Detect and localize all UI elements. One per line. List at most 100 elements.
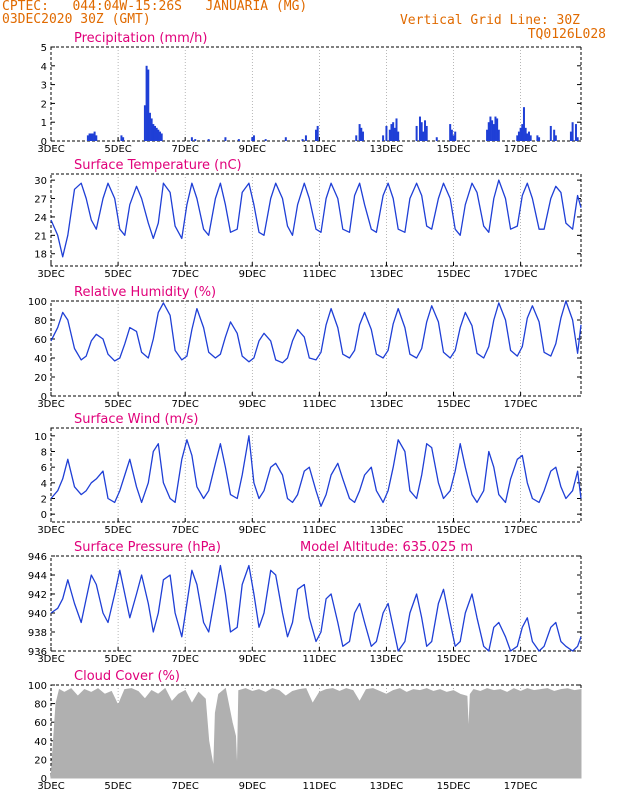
precip-bar bbox=[424, 120, 427, 141]
y-tick-label: 0 bbox=[41, 137, 47, 148]
x-tick-label: 3DEC bbox=[37, 781, 64, 792]
header-station: CPTEC: 044:04W-15:26S JANUARIA (MG) bbox=[2, 0, 308, 14]
series-line bbox=[50, 564, 582, 652]
precip-bar bbox=[315, 129, 317, 141]
precip-bar bbox=[420, 122, 423, 141]
precip-bar bbox=[435, 137, 438, 141]
y-tick-label: 940 bbox=[28, 609, 47, 620]
y-tick-label: 946 bbox=[28, 552, 47, 563]
precip-bar bbox=[491, 120, 494, 141]
y-tick-label: 60 bbox=[34, 718, 47, 729]
precip-bar bbox=[528, 131, 531, 141]
x-tick-label: 3DEC bbox=[37, 399, 64, 410]
y-tick-label: 8 bbox=[41, 448, 47, 459]
panel-4: 936 938 940 942 944 946 3DEC 5DEC 7DEC 9DEC 11DEC 1… bbox=[28, 540, 582, 665]
header-grid-note: Vertical Grid Line: 30Z bbox=[399, 13, 580, 28]
precip-bar bbox=[529, 135, 532, 141]
precip-bar bbox=[159, 131, 162, 141]
x-tick-label: 13DEC bbox=[370, 399, 404, 410]
y-tick-label: 1 bbox=[41, 118, 47, 129]
precip-bar bbox=[522, 107, 525, 141]
precip-bar bbox=[521, 124, 524, 141]
y-tick-label: 4 bbox=[41, 479, 47, 490]
x-tick-label: 9DEC bbox=[239, 399, 266, 410]
y-tick-label: 10 bbox=[34, 432, 47, 443]
panel-3: 0 2 4 6 8 10 3DEC 5DEC 7DEC 9DEC 11DEC 13DEC 15DEC 17… bbox=[34, 412, 582, 536]
x-tick-label: 15DEC bbox=[437, 525, 471, 536]
x-tick-label: 3DEC bbox=[37, 269, 64, 280]
x-tick-label: 17DEC bbox=[504, 269, 538, 280]
precip-bar bbox=[553, 129, 556, 141]
precip-bar bbox=[152, 124, 155, 141]
x-tick-label: 13DEC bbox=[370, 144, 404, 155]
precip-bar bbox=[155, 127, 158, 141]
y-tick-label: 6 bbox=[41, 463, 47, 474]
precip-bar bbox=[486, 129, 489, 141]
precip-bar bbox=[549, 125, 552, 141]
panel-title: Precipitation (mm/h) bbox=[74, 31, 207, 46]
precip-bar bbox=[526, 133, 529, 141]
panel-frame bbox=[50, 46, 582, 142]
x-tick-label: 7DEC bbox=[171, 269, 198, 280]
panel-0: 0 1 2 3 4 5 3DEC 5DEC 7DEC 9DEC 11DEC 13DEC 15DEC 17D… bbox=[37, 31, 582, 155]
x-tick-label: 11DEC bbox=[302, 399, 336, 410]
precip-bar bbox=[397, 131, 400, 141]
panel-title: Surface Pressure (hPa) bbox=[74, 540, 221, 555]
y-tick-label: 0 bbox=[41, 510, 47, 521]
precip-bar bbox=[316, 125, 319, 141]
precip-bar bbox=[418, 116, 421, 141]
panel-title: Relative Humidity (%) bbox=[74, 285, 216, 300]
precip-bar bbox=[304, 135, 307, 141]
x-tick-label: 13DEC bbox=[370, 781, 404, 792]
precip-bar bbox=[207, 139, 210, 141]
y-tick-label: 944 bbox=[28, 571, 47, 582]
panel-title: Cloud Cover (%) bbox=[74, 669, 180, 684]
header-date: 03DEC2020 30Z (GMT) bbox=[2, 12, 151, 27]
x-tick-label: 5DEC bbox=[104, 525, 131, 536]
precip-bar bbox=[392, 122, 395, 141]
precip-bar bbox=[487, 122, 490, 141]
precip-bar bbox=[360, 127, 363, 141]
x-tick-label: 5DEC bbox=[104, 269, 131, 280]
precip-bar bbox=[393, 127, 396, 141]
x-tick-label: 15DEC bbox=[437, 399, 471, 410]
precip-bar bbox=[425, 125, 428, 141]
x-tick-label: 9DEC bbox=[239, 525, 266, 536]
y-tick-label: 80 bbox=[34, 316, 47, 327]
x-tick-label: 9DEC bbox=[239, 781, 266, 792]
precip-bar bbox=[120, 135, 123, 141]
x-tick-label: 17DEC bbox=[504, 144, 538, 155]
precip-bar bbox=[494, 116, 497, 141]
cloud-area bbox=[50, 687, 582, 779]
precip-bar bbox=[422, 131, 425, 141]
precip-bar bbox=[576, 137, 579, 141]
precip-bar bbox=[492, 124, 495, 141]
precip-bar bbox=[157, 129, 160, 141]
precip-bar bbox=[382, 135, 385, 141]
y-tick-label: 21 bbox=[34, 231, 47, 242]
x-tick-label: 7DEC bbox=[171, 525, 198, 536]
x-tick-label: 11DEC bbox=[302, 654, 336, 665]
y-tick-label: 27 bbox=[34, 195, 47, 206]
precip-bar bbox=[224, 137, 227, 141]
precip-bar bbox=[450, 129, 453, 141]
precip-bar bbox=[517, 131, 520, 141]
precip-bar bbox=[496, 118, 499, 141]
x-tick-label: 15DEC bbox=[437, 654, 471, 665]
panel-frame bbox=[50, 555, 582, 652]
y-tick-label: 24 bbox=[34, 213, 47, 224]
x-tick-label: 7DEC bbox=[171, 654, 198, 665]
panel-2: 0 20 40 60 80 100 3DEC 5DEC 7DEC 9DEC 11DEC 13DEC 15… bbox=[28, 285, 582, 410]
precip-bar bbox=[454, 131, 457, 141]
precip-bar bbox=[395, 118, 398, 141]
y-tick-label: 20 bbox=[34, 373, 47, 384]
precip-bar bbox=[190, 137, 193, 141]
precip-bar bbox=[237, 139, 240, 141]
precip-bar bbox=[524, 127, 527, 141]
precip-bar bbox=[150, 118, 153, 141]
x-tick-label: 11DEC bbox=[302, 144, 336, 155]
precip-bar bbox=[143, 105, 146, 141]
y-tick-label: 5 bbox=[41, 43, 47, 54]
x-tick-label: 9DEC bbox=[239, 269, 266, 280]
x-tick-label: 5DEC bbox=[104, 399, 131, 410]
